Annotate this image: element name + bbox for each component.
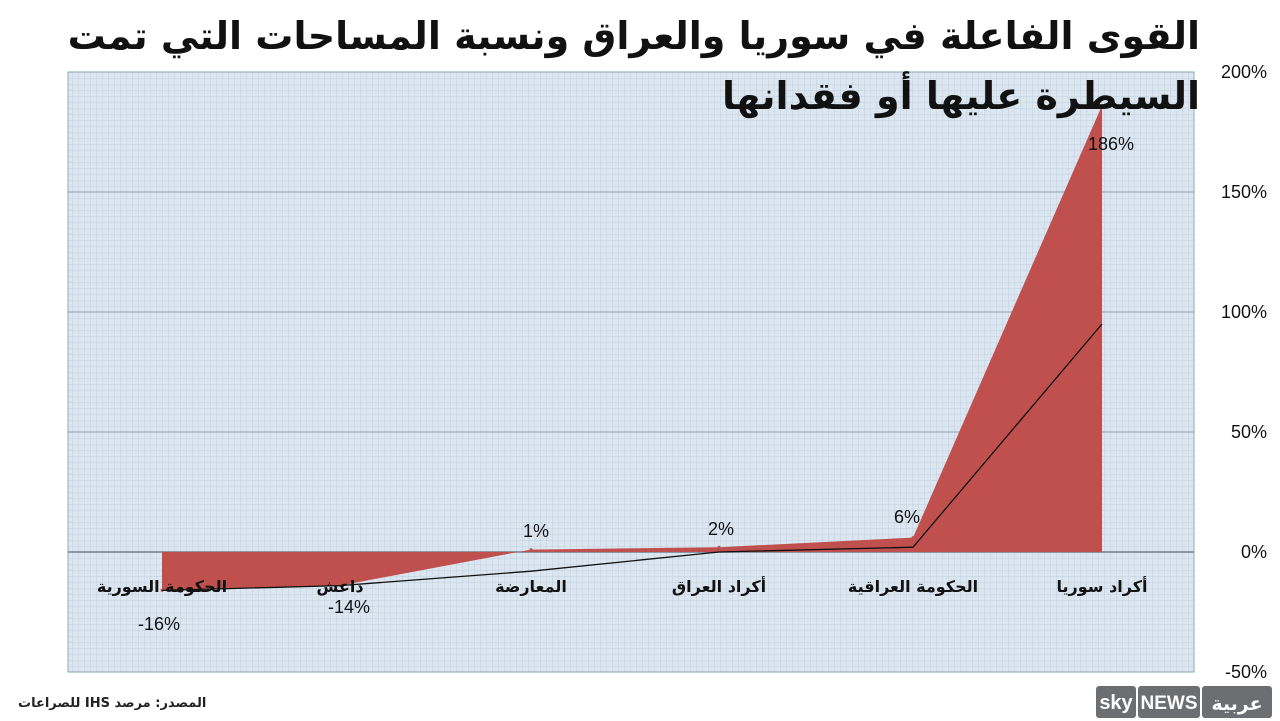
- value-label-0: -16%: [138, 614, 180, 634]
- value-label-1: -14%: [328, 597, 370, 617]
- y-tick-label-5: -50%: [1225, 662, 1267, 682]
- value-label-2: 1%: [523, 521, 549, 541]
- category-label-0: الحكومة السورية: [97, 577, 227, 596]
- chart-title: القوى الفاعلة في سوريا والعراق ونسبة الم…: [67, 14, 1201, 118]
- category-label-5: أكراد سوريا: [1057, 576, 1148, 596]
- value-label-3: 2%: [708, 519, 734, 539]
- y-tick-label-3: 50%: [1231, 422, 1267, 442]
- area-series: [160, 104, 1104, 592]
- data-point-4: [911, 536, 915, 540]
- value-label-4: 6%: [894, 507, 920, 527]
- logo-arabia: عربية: [1211, 693, 1262, 715]
- y-tick-label-1: 150%: [1221, 182, 1267, 202]
- y-axis: 200% 150% 100% 50% 0% -50%: [1221, 62, 1267, 682]
- category-label-3: أكراد العراق: [672, 576, 766, 596]
- logo-news: NEWS: [1141, 693, 1198, 714]
- category-label-1: داعش: [316, 577, 363, 596]
- y-tick-label-4: 0%: [1241, 542, 1267, 562]
- sky-news-arabia-logo: sky NEWS عربية: [1096, 686, 1272, 718]
- area-fill: [162, 105, 1102, 591]
- category-label-4: الحكومة العراقية: [848, 577, 978, 596]
- data-point-3: [717, 545, 721, 549]
- trend-line: [161, 323, 1103, 592]
- category-labels: الحكومة السورية داعش المعارضة أكراد العراق ا…: [97, 576, 1148, 596]
- data-point-5: [1100, 104, 1104, 108]
- y-tick-label-2: 100%: [1221, 302, 1267, 322]
- category-label-2: المعارضة: [495, 577, 567, 596]
- data-point-2: [529, 548, 533, 552]
- value-labels: -16% -14% 1% 2% 6% 186%: [138, 134, 1134, 634]
- source-note: المصدر: مرصد IHS للصراعات: [18, 696, 207, 711]
- logo-sky: sky: [1099, 692, 1133, 714]
- y-tick-label-0: 200%: [1221, 62, 1267, 82]
- value-label-5: 186%: [1088, 134, 1134, 154]
